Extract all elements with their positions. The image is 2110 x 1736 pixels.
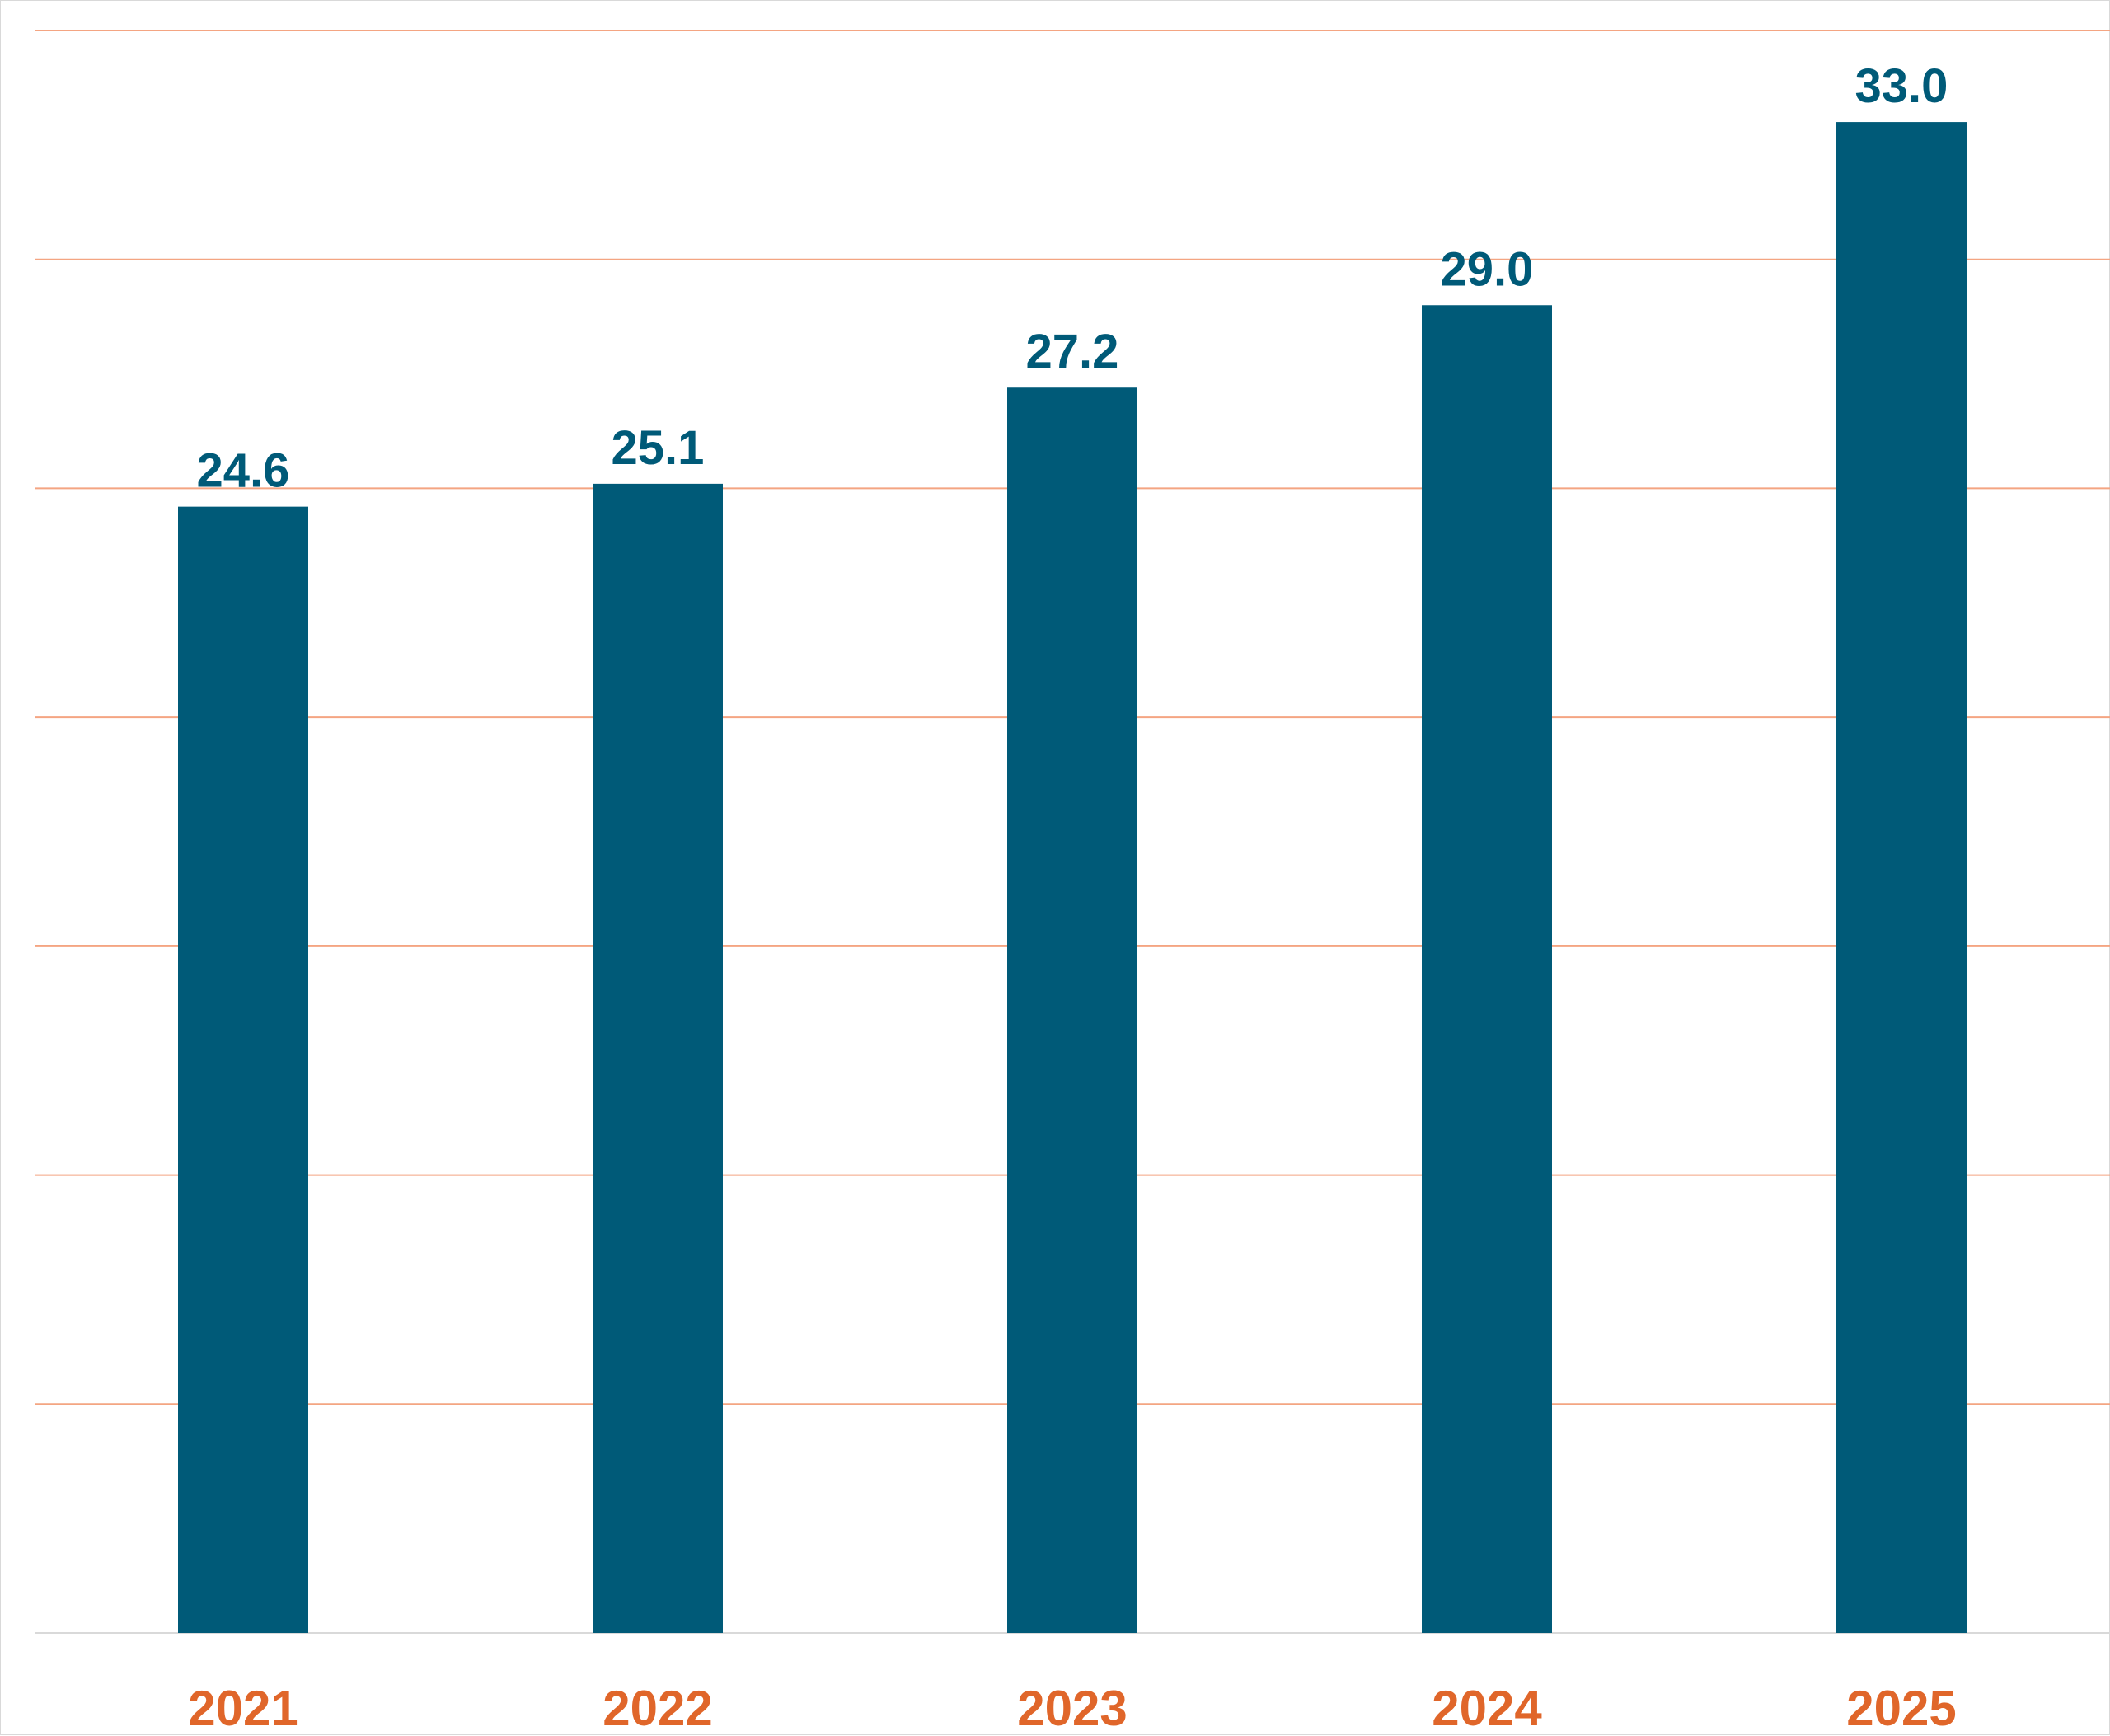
data-label-2023: 27.2 bbox=[1026, 325, 1119, 378]
x-tick-label-2025: 2025 bbox=[1846, 1681, 1956, 1736]
bar-2021 bbox=[178, 506, 308, 1633]
x-tick-label-2024: 2024 bbox=[1432, 1681, 1542, 1736]
data-labels: 24.6 25.1 27.2 29.0 33.0 bbox=[197, 59, 1948, 498]
bar-2025 bbox=[1836, 122, 1967, 1634]
data-label-2022: 25.1 bbox=[612, 421, 705, 475]
bar-2024 bbox=[1422, 305, 1552, 1634]
data-label-2021: 24.6 bbox=[197, 444, 290, 498]
bar-2023 bbox=[1007, 387, 1137, 1634]
x-tick-label-2021: 2021 bbox=[188, 1681, 298, 1736]
bar-2022 bbox=[593, 483, 723, 1633]
x-axis-tick-labels: 2021 2022 2023 2024 2025 bbox=[188, 1681, 1956, 1736]
x-tick-label-2022: 2022 bbox=[603, 1681, 712, 1736]
x-tick-label-2023: 2023 bbox=[1017, 1681, 1127, 1736]
data-label-2024: 29.0 bbox=[1441, 242, 1534, 296]
data-label-2025: 33.0 bbox=[1855, 59, 1948, 113]
bars bbox=[178, 122, 1967, 1634]
